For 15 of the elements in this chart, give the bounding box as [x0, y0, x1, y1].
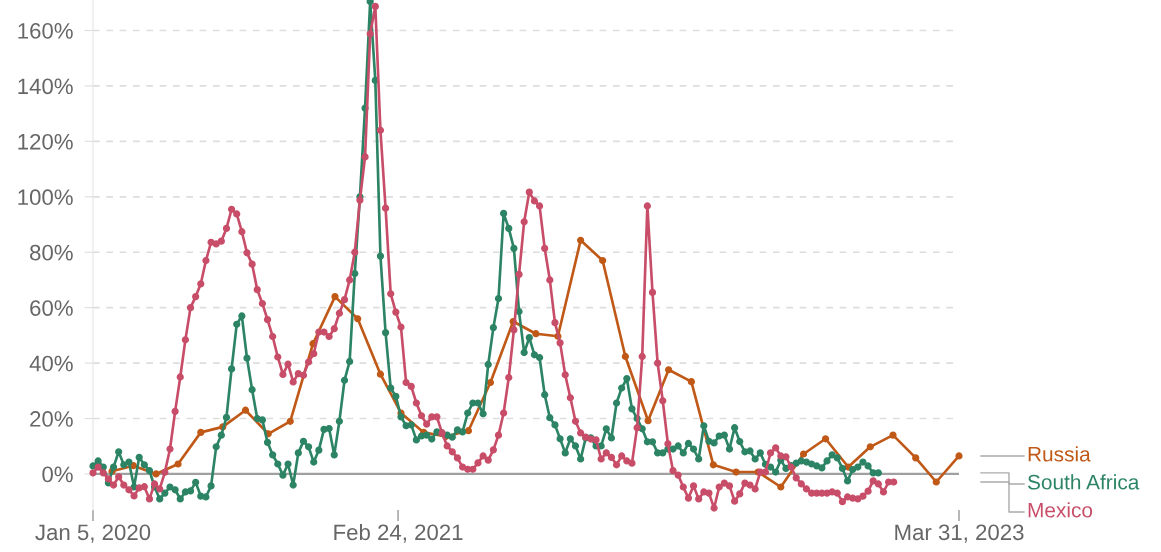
x-tick-label: Feb 24, 2021 — [334, 523, 463, 543]
text: Mexico — [1028, 502, 1093, 518]
y-tick-label: 40% — [29, 355, 73, 372]
x-tick-label: Mar 31, 2023 — [895, 524, 1024, 543]
y-tick-label: 60% — [30, 300, 73, 316]
text: South Africa — [1027, 474, 1140, 490]
y-tick-label: 80% — [30, 244, 73, 261]
y-tick-label: 120% — [18, 133, 73, 150]
y-tick-label: 0% — [42, 466, 73, 483]
y-tick-label: 140% — [18, 78, 73, 95]
y-tick-label: 160% — [18, 23, 73, 39]
text: Russia — [1028, 446, 1091, 462]
y-tick-label: 20% — [30, 411, 73, 427]
y-tick-label: 100% — [18, 189, 73, 206]
x-tick-label: Jan 5, 2020 — [35, 524, 151, 543]
